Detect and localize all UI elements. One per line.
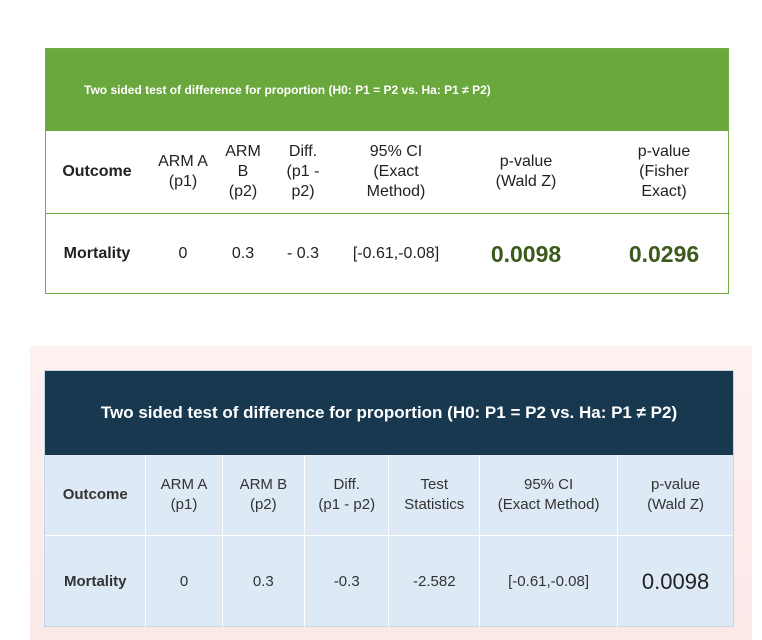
header-arm-b: ARM B (p2)	[222, 455, 306, 536]
header-arm-a: ARM A (p1)	[145, 455, 223, 536]
header-row: Outcome ARM A (p1) ARM B (p2) Diff. (p1 - p2…	[46, 131, 730, 214]
table-title-text: Two sided test of difference for proport…	[84, 83, 491, 97]
header-row: Outcome ARM A (p1) ARM B (p2) Diff. (p1 - p…	[45, 455, 733, 536]
table-row: Mortality 0 0.3 - 0.3 [-0.61,-0.08] 0.00…	[46, 214, 730, 295]
cell-ci: [-0.61,-0.08]	[352, 245, 440, 262]
cell-arm-b: 0.3	[222, 535, 306, 627]
cell-arm-a: 0	[178, 245, 188, 262]
cell-outcome: Mortality	[63, 245, 131, 262]
cell-diff: - 0.3	[286, 245, 319, 262]
header-arm-b: ARM B (p2)	[218, 131, 268, 214]
header-p-fisher: p-value (Fisher Exact)	[598, 131, 730, 214]
header-diff: Diff. (p1 - p2)	[304, 455, 390, 536]
header-arm-a: ARM A (p1)	[148, 131, 218, 214]
table-title: Two sided test of difference for proport…	[45, 371, 733, 455]
cell-arm-a: 0	[145, 535, 223, 627]
header-test-statistics: Test Statistics	[388, 455, 481, 536]
results-table: Outcome ARM A (p1) ARM B (p2) Diff. (p1 - p…	[45, 455, 733, 627]
cell-p-fisher: 0.0296	[628, 240, 700, 267]
table-title: Two sided test of difference for proport…	[46, 49, 728, 131]
cell-arm-b: 0.3	[231, 245, 255, 262]
table-title-text: Two sided test of difference for proport…	[100, 403, 678, 422]
header-ci: 95% CI (Exact Method)	[338, 131, 454, 214]
header-p-wald: p-value (Wald Z)	[454, 131, 598, 214]
cell-test-statistics: -2.582	[388, 535, 481, 627]
header-p-wald: p-value (Wald Z)	[617, 455, 733, 536]
header-diff: Diff. (p1 - p2)	[268, 131, 338, 214]
header-outcome: Outcome	[45, 455, 147, 536]
cell-p-wald: 0.0098	[641, 568, 710, 594]
cell-ci: [-0.61,-0.08]	[479, 535, 619, 627]
header-outcome: Outcome	[46, 131, 148, 214]
cell-diff: -0.3	[304, 535, 390, 627]
table-row: Mortality 0 0.3 -0.3 -2.582 [-0.61,-0.08…	[45, 535, 733, 627]
cell-p-wald: 0.0098	[490, 240, 562, 267]
cell-outcome: Mortality	[45, 535, 147, 627]
results-table: Outcome ARM A (p1) ARM B (p2) Diff. (p1 - p2…	[46, 131, 730, 294]
header-ci: 95% CI (Exact Method)	[479, 455, 619, 536]
proportion-test-table-wald: Two sided test of difference for proport…	[44, 370, 734, 627]
proportion-test-table-fisher: Two sided test of difference for proport…	[45, 48, 730, 294]
